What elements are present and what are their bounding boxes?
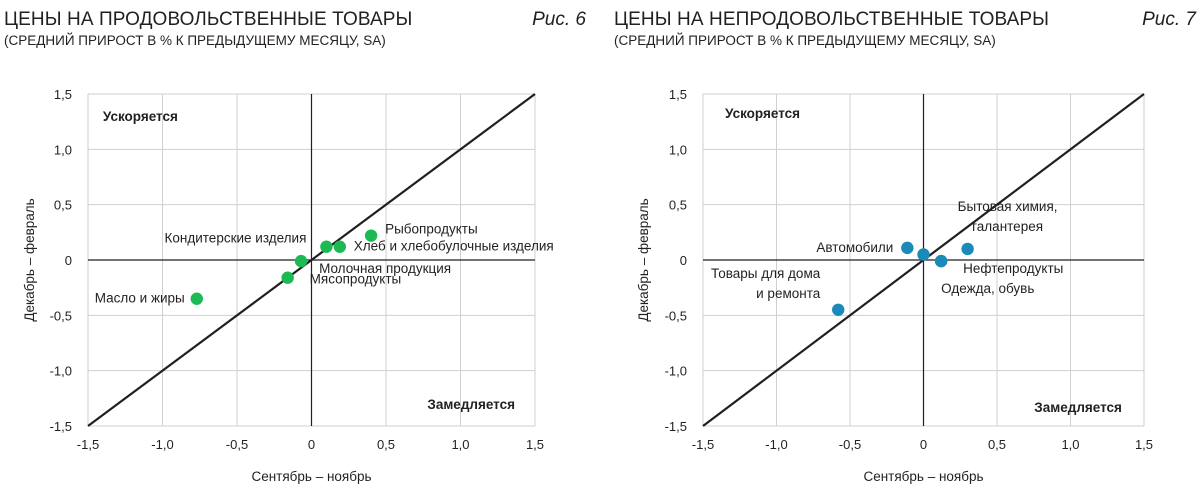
data-point-label: Кондитерские изделия <box>165 231 307 246</box>
quadrant-annotation: Ускоряется <box>103 109 178 124</box>
diagonal-line <box>87 93 536 427</box>
x-axis-label: Сентябрь – ноябрь <box>863 469 983 484</box>
data-point <box>294 254 308 268</box>
data-point-label: Мясопродукты <box>310 272 402 287</box>
x-axis-label: Сентябрь – ноябрь <box>251 469 371 484</box>
quadrant-annotation: Ускоряется <box>725 106 800 121</box>
y-tick-label: -0,5 <box>665 308 687 323</box>
data-point <box>190 292 203 305</box>
data-point-label: Молочная продукция <box>319 261 451 276</box>
x-tick-label: -1,0 <box>765 437 787 452</box>
chart-subtitle: (СРЕДНИЙ ПРИРОСТ В % К ПРЕДЫДУЩЕМУ МЕСЯЦ… <box>4 33 386 48</box>
chart-panel-food: ЦЕНЫ НА ПРОДОВОЛЬСТВЕННЫЕ ТОВАРЫ (СРЕДНИ… <box>0 0 590 498</box>
scatter-plot-food: -1,5 -1,0 -0,5 0 0,5 1,0 1,5 1,5 1,0 0,5 0 -0,5 -1,0… <box>22 87 554 484</box>
y-tick-label: 0,5 <box>669 198 687 213</box>
x-tick-label: 1,5 <box>1135 437 1153 452</box>
data-point <box>320 240 333 253</box>
chart-title: ЦЕНЫ НА НЕПРОДОВОЛЬСТВЕННЫЕ ТОВАРЫ <box>614 9 1050 30</box>
data-point-label: Нефтепродукты <box>963 261 1063 276</box>
y-tick-label: -1,0 <box>665 364 687 379</box>
x-tick-label: 0,5 <box>988 437 1006 452</box>
y-tick-label: -0,5 <box>50 308 72 323</box>
y-tick-label: 0 <box>680 253 687 268</box>
data-point-label: Автомобили <box>816 240 893 255</box>
y-axis-label: Декабрь – февраль <box>22 198 37 321</box>
data-point-label: Рыбопродукты <box>385 222 478 237</box>
data-point <box>281 271 294 284</box>
y-tick-label: -1,5 <box>50 419 72 434</box>
chart-panel-nonfood: ЦЕНЫ НА НЕПРОДОВОЛЬСТВЕННЫЕ ТОВАРЫ (СРЕД… <box>610 0 1200 498</box>
x-tick-label: -0,5 <box>839 437 861 452</box>
data-point <box>917 248 930 261</box>
scatter-plot-nonfood: -1,5 -1,0 -0,5 0 0,5 1,0 1,5 1,5 1,0 0,5 0 -0,5 -1,0… <box>636 87 1153 484</box>
data-point <box>934 254 948 268</box>
y-axis-label: Декабрь – февраль <box>636 198 651 321</box>
data-point <box>961 242 974 256</box>
x-tick-label: 0 <box>308 437 315 452</box>
y-tick-label: 1,5 <box>669 87 687 102</box>
x-tick-label: 0,5 <box>377 437 395 452</box>
y-tick-label: 1,0 <box>54 142 72 157</box>
y-tick-label: -1,5 <box>665 419 687 434</box>
x-tick-label: 0 <box>920 437 927 452</box>
data-point-label: Товары для дома и ремонта <box>711 266 821 301</box>
data-point-label: Хлеб и хлебобулочные изделия <box>354 239 554 254</box>
x-tick-label: 1,0 <box>451 437 469 452</box>
data-point-label: Бытовая химия, галантерея <box>958 199 1058 234</box>
data-point-label: Одежда, обувь <box>941 281 1034 296</box>
chart-title: ЦЕНЫ НА ПРОДОВОЛЬСТВЕННЫЕ ТОВАРЫ <box>4 9 413 30</box>
data-point <box>901 241 914 255</box>
y-tick-label: 1,5 <box>54 87 72 102</box>
x-tick-label: -1,5 <box>77 437 99 452</box>
x-tick-label: 1,0 <box>1061 437 1079 452</box>
data-point <box>364 229 378 242</box>
data-point <box>333 240 347 253</box>
x-tick-label: -1,0 <box>151 437 173 452</box>
x-tick-label: -1,5 <box>692 437 714 452</box>
y-tick-label: 1,0 <box>669 142 687 157</box>
y-tick-label: -1,0 <box>50 364 72 379</box>
x-tick-label: 1,5 <box>526 437 544 452</box>
figure-label: Рис. 7 <box>1142 9 1196 30</box>
figure-label: Рис. 6 <box>532 9 586 30</box>
y-tick-label: 0,5 <box>54 198 72 213</box>
data-point-label: Масло и жиры <box>95 291 185 306</box>
quadrant-annotation: Замедляется <box>1034 400 1122 415</box>
quadrant-annotation: Замедляется <box>427 397 515 412</box>
chart-subtitle: (СРЕДНИЙ ПРИРОСТ В % К ПРЕДЫДУЩЕМУ МЕСЯЦ… <box>614 33 996 48</box>
x-tick-label: -0,5 <box>226 437 248 452</box>
y-tick-label: 0 <box>65 253 72 268</box>
data-point <box>832 303 845 316</box>
